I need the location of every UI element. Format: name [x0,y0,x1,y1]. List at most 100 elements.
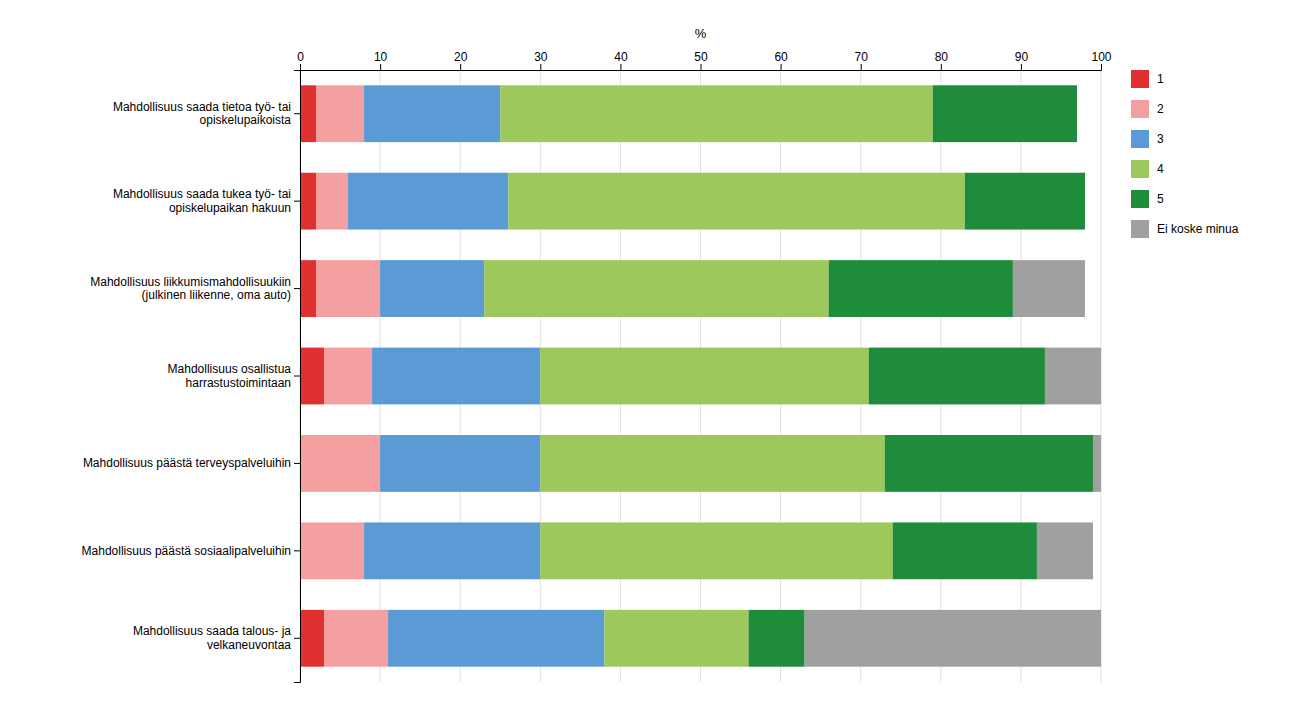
axis-line [301,64,1102,71]
bar [316,260,380,317]
bar [540,522,892,579]
legend-label: 4 [1157,162,1164,176]
tick: Mahdollisuus päästä terveyspalveluihin [83,456,300,470]
tick-label: Mahdollisuus osallistuaharrastustoiminta… [168,362,292,390]
bar [885,435,1093,492]
bar [300,348,324,405]
legend-swatch [1131,70,1149,88]
legend-item: 1 [1131,70,1164,88]
series [300,85,324,666]
axis-title: % [695,26,707,41]
tick-mark [701,64,702,70]
bars [300,85,1101,666]
series [749,85,1093,666]
tick: 50 [694,50,708,70]
tick-label: Mahdollisuus päästä terveyspalveluihin [83,456,291,470]
tick-label: Mahdollisuus päästä sosiaalipalveluihin [82,544,291,558]
bar [1013,260,1085,317]
tick: 80 [935,50,949,70]
bar [500,85,933,142]
tick-label: Mahdollisuus saada tietoa työ- taiopiske… [113,100,291,128]
bar [508,173,965,230]
legend-label: 5 [1157,192,1164,206]
bar [380,435,540,492]
bar [300,435,380,492]
tick-label: 60 [774,50,788,64]
tick-label: 0 [297,50,304,64]
tick-mark [300,64,301,70]
tick-label: 50 [694,50,708,64]
legend-label: 2 [1157,102,1164,116]
bar [1037,522,1093,579]
legend-item: 2 [1131,100,1164,118]
legend-item: Ei koske minua [1131,220,1239,238]
bar [869,348,1045,405]
grid [300,70,1101,682]
legend-item: 3 [1131,130,1164,148]
tick: 100 [1091,50,1111,70]
tick: Mahdollisuus saada talous- javelkaneuvon… [133,624,300,652]
legend-label: Ei koske minua [1157,222,1239,236]
tick-mark [294,113,300,114]
tick-label: 40 [614,50,628,64]
plot: 0102030405060708090100%Mahdollisuus saad… [82,26,1112,683]
bar [364,522,540,579]
legend-swatch [1131,130,1149,148]
axis-line [294,71,301,683]
tick: 30 [534,50,548,70]
tick: 10 [374,50,388,70]
legend-label: 1 [1157,72,1164,86]
tick-mark [294,463,300,464]
tick-mark [294,201,300,202]
tick-mark [941,64,942,70]
tick-label: Mahdollisuus saada talous- javelkaneuvon… [133,624,291,652]
bar [324,610,388,667]
tick: Mahdollisuus liikkumismahdollisuukiin(ju… [90,275,300,303]
legend-item: 5 [1131,190,1164,208]
tick: 40 [614,50,628,70]
bar [1093,435,1101,492]
bar [604,610,748,667]
tick-mark [294,288,300,289]
tick-mark [540,64,541,70]
bar [1076,85,1077,142]
x-axis: 0102030405060708090100 [297,50,1112,71]
bar [805,610,1101,667]
series [805,260,1101,667]
tick-mark [1101,64,1102,70]
tick-mark [1021,64,1022,70]
bar [364,85,500,142]
bar [749,610,805,667]
tick-label: 70 [855,50,869,64]
bar [380,260,484,317]
tick: Mahdollisuus päästä sosiaalipalveluihin [82,544,300,558]
legend: 1 2 3 4 5 Ei koske minua [1131,70,1239,238]
bar [300,260,316,317]
legend-swatch [1131,220,1149,238]
tick-mark [781,64,782,70]
tick-mark [620,64,621,70]
legend-label: 3 [1157,132,1164,146]
bar [300,610,324,667]
bar [300,85,316,142]
bar [372,348,540,405]
bar [300,522,364,579]
bar [829,260,1013,317]
tick-mark [460,64,461,70]
tick-mark [294,376,300,377]
bar [1045,348,1101,405]
tick-mark [294,638,300,639]
tick: 0 [297,50,304,70]
tick: 70 [855,50,869,70]
bar [933,85,1077,142]
tick-label: 90 [1015,50,1029,64]
chart: 0102030405060708090100%Mahdollisuus saad… [0,0,1291,707]
bar [1084,173,1085,230]
tick-mark [294,550,300,551]
bar [324,348,372,405]
tick-label: 10 [374,50,388,64]
bar [484,260,828,317]
tick: Mahdollisuus saada tietoa työ- taiopiske… [113,100,300,128]
legend-item: 4 [1131,160,1164,178]
bar [965,173,1085,230]
